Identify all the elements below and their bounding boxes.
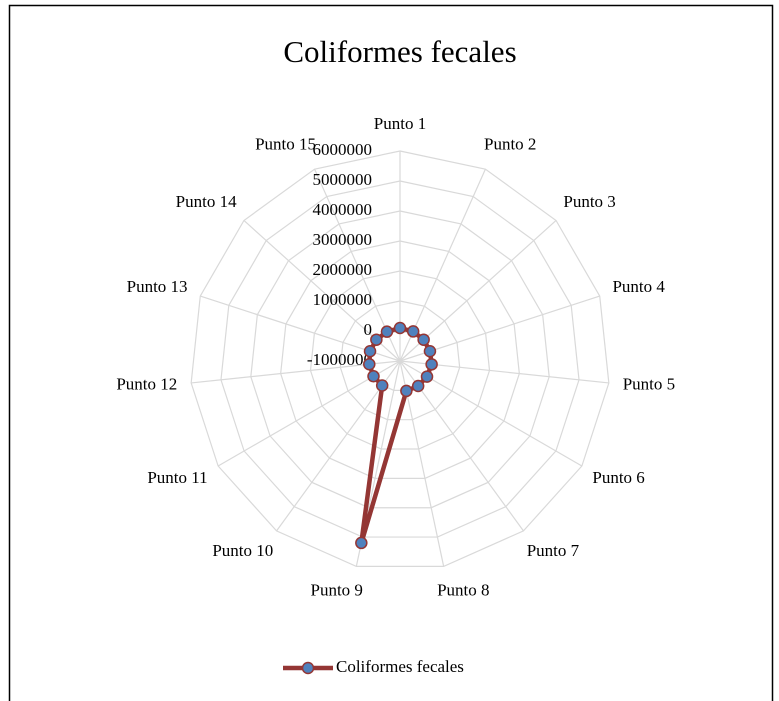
category-label: Punto 13 xyxy=(127,277,188,296)
category-label: Punto 1 xyxy=(374,114,426,133)
data-point xyxy=(417,333,430,346)
data-point xyxy=(400,384,413,398)
y-tick-label: -1000000 xyxy=(307,350,372,369)
y-tick-label: 6000000 xyxy=(313,140,373,159)
data-point xyxy=(380,325,394,338)
category-label: Punto 3 xyxy=(563,192,615,211)
grid-ring xyxy=(309,270,491,450)
category-label: Punto 2 xyxy=(484,134,536,153)
data-point xyxy=(393,321,407,335)
legend-label: Coliformes fecales xyxy=(336,657,464,676)
data-point xyxy=(363,345,377,358)
data-point xyxy=(363,357,376,371)
legend-marker xyxy=(301,661,315,675)
category-label: Punto 7 xyxy=(527,541,580,560)
y-tick-label: 0 xyxy=(364,320,373,339)
category-label: Punto 4 xyxy=(612,277,665,296)
category-label: Punto 5 xyxy=(623,375,675,394)
y-tick-label: 1000000 xyxy=(313,290,373,309)
data-point xyxy=(406,325,420,338)
data-point xyxy=(370,333,383,346)
grid-ring xyxy=(220,180,580,538)
category-label: Punto 14 xyxy=(176,192,237,211)
category-label: Punto 11 xyxy=(147,468,207,487)
data-point xyxy=(420,370,434,383)
category-label: Punto 8 xyxy=(437,581,489,600)
y-tick-label: 4000000 xyxy=(313,200,373,219)
data-point xyxy=(411,379,425,393)
series-line xyxy=(359,325,434,546)
category-label: Punto 9 xyxy=(310,581,362,600)
grid-ring xyxy=(190,150,610,568)
data-point xyxy=(367,370,380,383)
data-point xyxy=(423,345,437,358)
y-tick-label: 3000000 xyxy=(313,230,373,249)
data-point xyxy=(375,379,389,392)
data-point xyxy=(355,536,368,550)
chart-title: Coliformes fecales xyxy=(283,34,516,69)
data-point xyxy=(425,358,438,371)
grid-ring xyxy=(280,240,520,479)
y-tick-label: 5000000 xyxy=(313,170,373,189)
category-label: Punto 15 xyxy=(255,134,316,153)
grid-ring xyxy=(250,210,550,509)
y-tick-label: 2000000 xyxy=(313,260,373,279)
category-label: Punto 10 xyxy=(212,541,273,560)
category-label: Punto 12 xyxy=(116,375,177,394)
category-label: Punto 6 xyxy=(592,468,644,487)
